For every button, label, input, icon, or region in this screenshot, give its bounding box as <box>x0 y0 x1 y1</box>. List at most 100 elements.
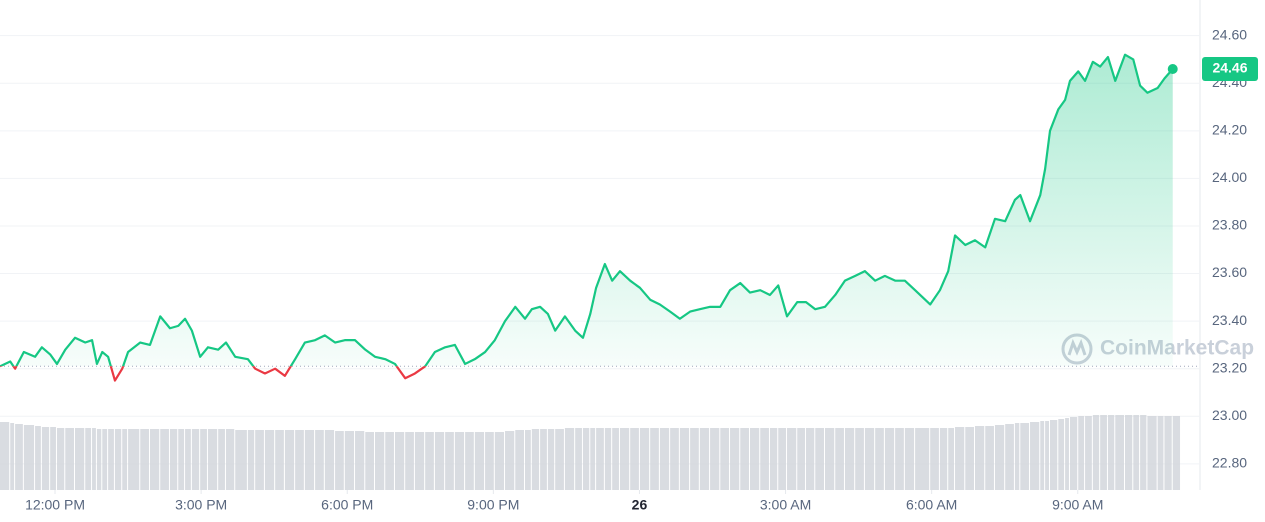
volume-bar <box>207 429 218 490</box>
volume-bar <box>1045 421 1049 490</box>
volume-bar <box>815 428 824 490</box>
volume-bar <box>102 429 108 490</box>
volume-bar <box>1078 416 1085 490</box>
volume-bar <box>965 427 974 490</box>
volume-bar <box>797 428 806 490</box>
volume-bar <box>975 426 985 490</box>
volume-bar <box>825 428 835 490</box>
volume-bar <box>1069 417 1078 490</box>
y-tick-label: 23.60 <box>1212 264 1247 280</box>
y-tick-label: 23.00 <box>1212 407 1247 423</box>
volume-bar <box>304 430 315 490</box>
volume-bar <box>1058 419 1065 490</box>
volume-bar <box>985 426 994 490</box>
volume-bar <box>75 428 85 490</box>
y-tick-label: 23.80 <box>1212 217 1247 233</box>
volume-bar <box>710 428 720 490</box>
volume-bar <box>114 429 122 490</box>
volume-bar <box>275 430 284 490</box>
x-tick-label: 26 <box>632 497 648 513</box>
volume-bar <box>855 428 864 490</box>
price-label-box <box>1202 56 1258 81</box>
volume-bar <box>915 428 930 490</box>
volume-bar <box>1157 416 1164 490</box>
volume-bar <box>806 428 815 490</box>
volume-bar <box>540 429 547 490</box>
volume-bar <box>365 432 374 490</box>
volume-bar <box>994 425 1005 490</box>
volume-bar <box>1040 421 1045 490</box>
last-point <box>1167 63 1178 74</box>
volume-bar <box>445 432 454 490</box>
volume-bar <box>1147 416 1157 490</box>
volume-bar <box>474 432 485 490</box>
volume-bar <box>955 427 965 490</box>
volume-bar <box>65 428 74 490</box>
y-tick-label: 23.20 <box>1212 359 1247 375</box>
volume-bar <box>394 432 405 490</box>
volume-bar <box>1140 415 1147 490</box>
volume-bar <box>425 432 434 490</box>
volume-bar <box>255 430 264 490</box>
volume-bar <box>185 429 191 490</box>
volume-bar <box>295 430 304 490</box>
volume-bar <box>564 428 575 490</box>
volume-bar <box>434 432 445 490</box>
volume-bar <box>56 428 65 490</box>
volume-bar <box>1172 416 1181 490</box>
volume-bar <box>844 428 855 490</box>
volume-bar <box>218 429 225 490</box>
volume-bar <box>1164 416 1172 490</box>
volume-bar <box>344 431 355 490</box>
x-tick-label: 9:00 AM <box>1052 497 1103 513</box>
volume-bar <box>505 431 515 490</box>
volume-bar <box>515 430 524 490</box>
volume-bar <box>750 428 760 490</box>
x-tick-label: 3:00 AM <box>760 497 811 513</box>
volume-bar <box>639 428 650 490</box>
volume-bar <box>1050 420 1058 490</box>
volume-bar <box>531 429 540 490</box>
volume-bar <box>1020 423 1030 490</box>
volume-bar <box>895 428 904 490</box>
price-area <box>0 54 1173 367</box>
volume-bar <box>264 430 275 490</box>
x-tick-label: 6:00 AM <box>906 497 957 513</box>
volume-bar <box>612 428 619 490</box>
volume-bar <box>730 428 740 490</box>
volume-bar <box>96 429 102 490</box>
volume-bar <box>525 430 531 490</box>
volume-bar <box>740 428 749 490</box>
volume-bar <box>699 428 710 490</box>
volume-bar <box>405 432 414 490</box>
volume-bar <box>547 429 555 490</box>
price-line <box>0 53 1174 367</box>
volume-bar <box>604 428 612 490</box>
volume-bar <box>670 428 679 490</box>
volume-bar <box>650 428 659 490</box>
volume-bar <box>1125 415 1133 490</box>
x-tick-label: 6:00 PM <box>321 497 373 513</box>
volume-bar <box>690 428 699 490</box>
volume-bar <box>225 429 235 490</box>
y-tick-label: 24.20 <box>1212 122 1247 138</box>
volume-bar <box>465 432 474 490</box>
volume-bar <box>160 429 169 490</box>
volume-bar <box>128 429 140 490</box>
volume-bar <box>92 428 96 490</box>
x-tick-label: 9:00 PM <box>467 497 519 513</box>
volume-bar <box>1065 418 1069 490</box>
volume-bar <box>582 428 590 490</box>
volume-bar <box>864 428 875 490</box>
volume-bar <box>122 429 128 490</box>
volume-bar <box>15 424 23 490</box>
volume-bar <box>590 428 596 490</box>
volume-bar <box>41 427 50 490</box>
price-label: 24.46 <box>1212 60 1247 76</box>
volume-bar <box>315 430 324 490</box>
volume-bar <box>140 429 149 490</box>
x-tick-label: 12:00 PM <box>25 497 85 513</box>
volume-bar <box>335 431 344 490</box>
volume-bar <box>494 432 505 490</box>
volume-bar <box>679 428 690 490</box>
